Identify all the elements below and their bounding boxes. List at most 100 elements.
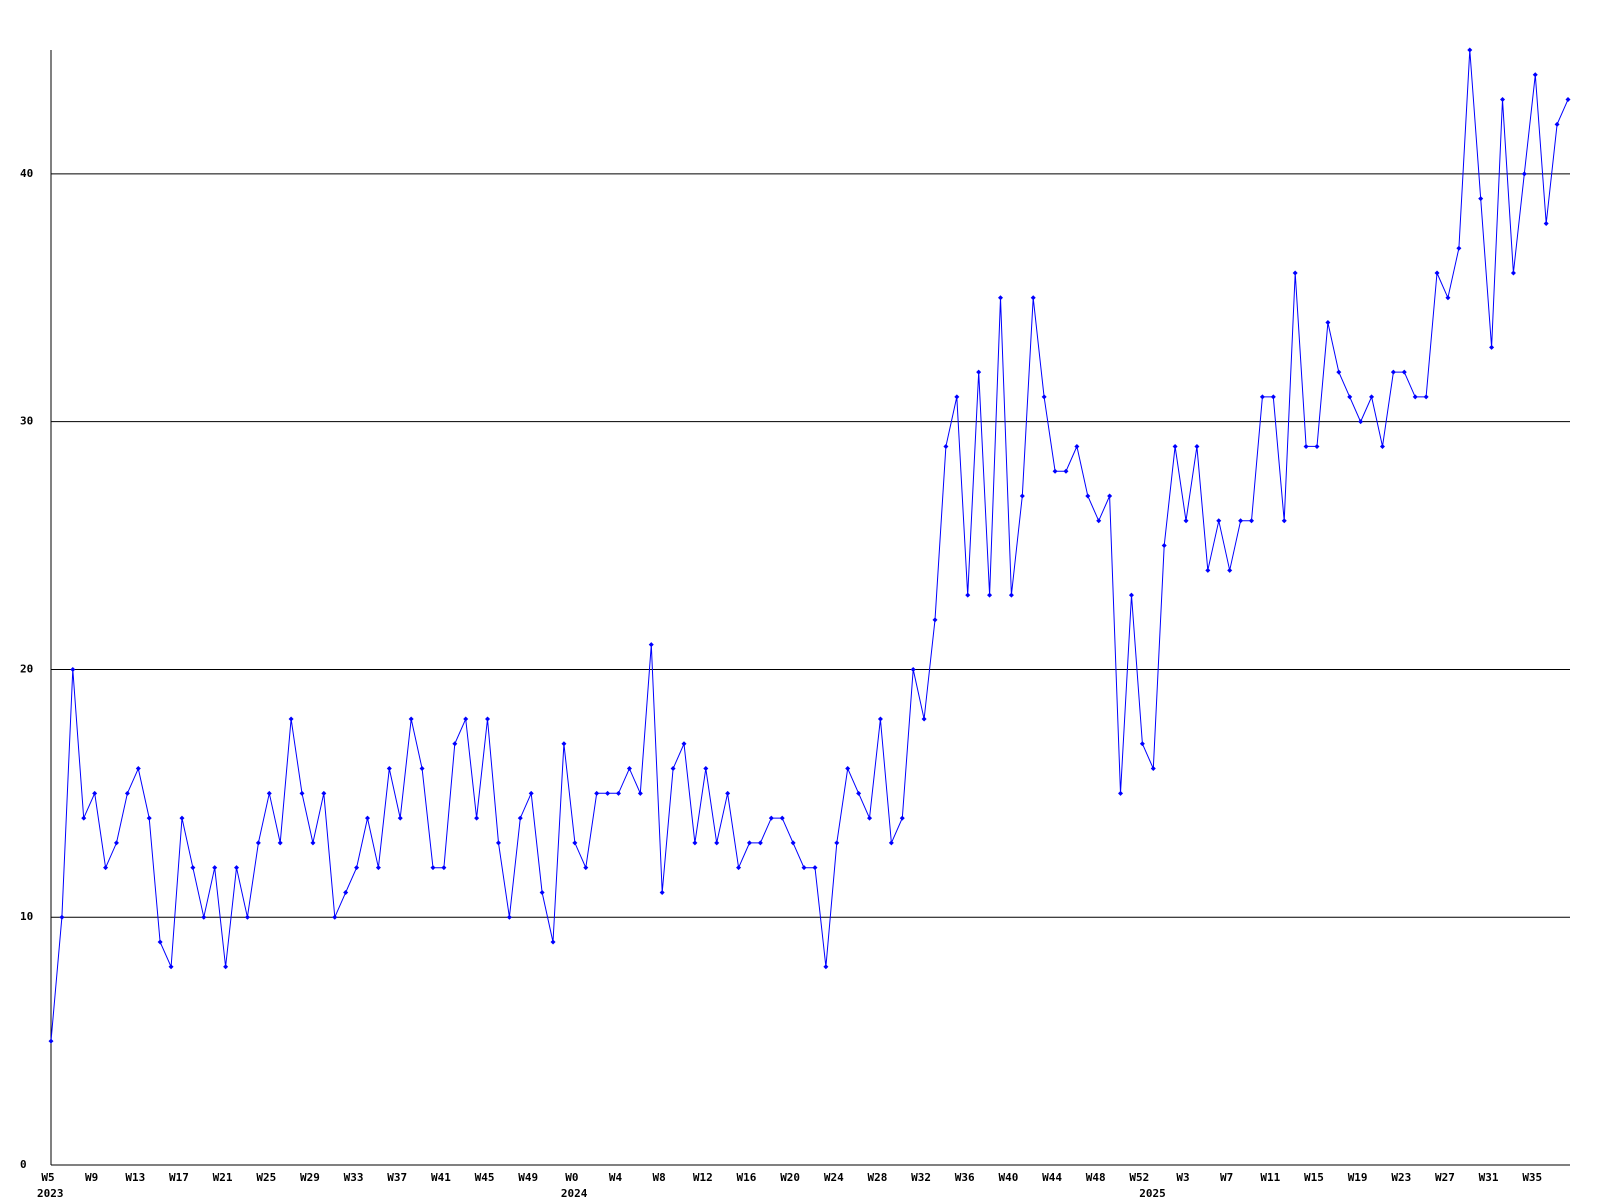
x-tick-label: W11 [1260, 1171, 1280, 1184]
data-point [1554, 121, 1560, 127]
data-point [103, 865, 109, 871]
data-point [768, 815, 774, 821]
data-point [1521, 171, 1527, 177]
data-point [1281, 518, 1287, 524]
data-point [550, 939, 556, 945]
data-point [1030, 295, 1036, 301]
data-point [965, 592, 971, 598]
data-point [1379, 443, 1385, 449]
data-point [48, 1038, 54, 1044]
data-point [277, 840, 283, 846]
data-point [1227, 567, 1233, 573]
data-point [321, 790, 327, 796]
data-point [539, 889, 545, 895]
y-tick-label: 30 [20, 415, 33, 428]
x-tick-label: W33 [344, 1171, 364, 1184]
data-point [1194, 443, 1200, 449]
x-tick-label: W32 [911, 1171, 931, 1184]
y-tick-label: 10 [20, 910, 33, 923]
x-tick-label: W4 [609, 1171, 623, 1184]
data-point [943, 443, 949, 449]
x-tick-label: W13 [125, 1171, 145, 1184]
data-point [997, 295, 1003, 301]
data-point [681, 741, 687, 747]
data-point [1238, 518, 1244, 524]
data-point [299, 790, 305, 796]
data-point [1128, 592, 1134, 598]
x-tick-label: W28 [868, 1171, 888, 1184]
data-point [506, 914, 512, 920]
data-point [899, 815, 905, 821]
data-point [561, 741, 567, 747]
data-point [495, 840, 501, 846]
data-point [812, 865, 818, 871]
data-point [616, 790, 622, 796]
x-tick-label: W12 [693, 1171, 713, 1184]
data-point [1325, 320, 1331, 326]
data-point [113, 840, 119, 846]
data-point [92, 790, 98, 796]
data-point [419, 766, 425, 772]
data-point [1270, 394, 1276, 400]
data-point [1172, 443, 1178, 449]
x-tick-label: W24 [824, 1171, 844, 1184]
data-point [364, 815, 370, 821]
x-year-label: 2025 [1139, 1187, 1166, 1200]
y-tick-label: 0 [20, 1158, 27, 1171]
data-point [1478, 196, 1484, 202]
data-point [408, 716, 414, 722]
data-point [190, 865, 196, 871]
x-tick-label: W23 [1391, 1171, 1411, 1184]
data-point [201, 914, 207, 920]
x-tick-label: W15 [1304, 1171, 1324, 1184]
data-point [332, 914, 338, 920]
x-tick-label: W45 [475, 1171, 495, 1184]
x-tick-label: W31 [1479, 1171, 1499, 1184]
data-point [1390, 369, 1396, 375]
data-point [987, 592, 993, 598]
data-point [146, 815, 152, 821]
data-line [50, 49, 1569, 1042]
data-point [910, 666, 916, 672]
data-point [1445, 295, 1451, 301]
x-tick-label: W5 [41, 1171, 54, 1184]
data-point [1423, 394, 1429, 400]
data-point [1085, 493, 1091, 499]
data-point [779, 815, 785, 821]
data-point [1139, 741, 1145, 747]
data-point [452, 741, 458, 747]
data-point [1412, 394, 1418, 400]
data-point [1358, 419, 1364, 425]
data-point [234, 865, 240, 871]
data-point [845, 766, 851, 772]
data-point [441, 865, 447, 871]
data-point [757, 840, 763, 846]
data-point [343, 889, 349, 895]
data-point [255, 840, 261, 846]
data-point [1292, 270, 1298, 276]
data-point [1161, 543, 1167, 549]
data-point [1336, 369, 1342, 375]
data-point [223, 964, 229, 970]
x-tick-label: W52 [1129, 1171, 1149, 1184]
data-point [932, 617, 938, 623]
data-point [1500, 97, 1506, 103]
x-year-label: 2024 [561, 1187, 588, 1200]
data-point [648, 642, 654, 648]
data-point [888, 840, 894, 846]
x-tick-label: W0 [565, 1171, 578, 1184]
data-point [1008, 592, 1014, 598]
data-point [867, 815, 873, 821]
x-tick-label: W25 [256, 1171, 276, 1184]
data-point [1543, 220, 1549, 226]
data-point [244, 914, 250, 920]
data-point [746, 840, 752, 846]
data-point [692, 840, 698, 846]
x-tick-label: W35 [1522, 1171, 1542, 1184]
data-point [1347, 394, 1353, 400]
x-year-label: 2023 [37, 1187, 64, 1200]
x-tick-label: W44 [1042, 1171, 1062, 1184]
data-point [1205, 567, 1211, 573]
